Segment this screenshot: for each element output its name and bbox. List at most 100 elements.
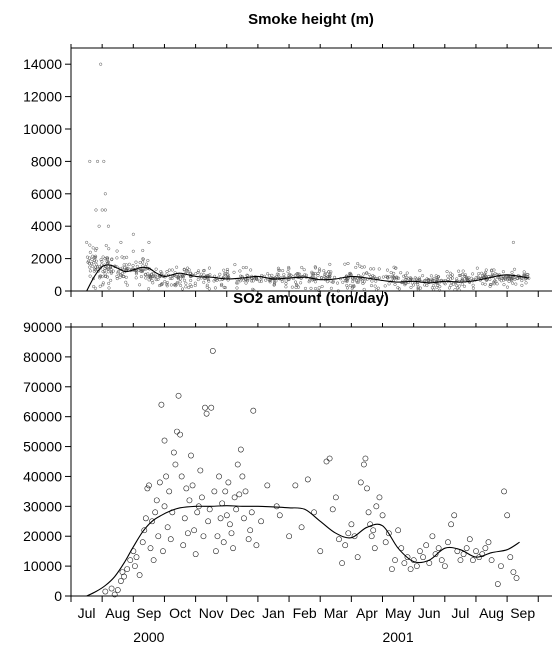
chart-2-data-point xyxy=(209,348,216,354)
chart-2-data-point xyxy=(139,539,146,546)
chart-2-data-point xyxy=(488,557,495,564)
chart-1-data-point xyxy=(143,273,147,277)
chart-1-data-point xyxy=(436,275,441,279)
chart-2-data-point xyxy=(429,533,436,540)
chart-1-data-point xyxy=(124,263,128,267)
chart-1-data-point xyxy=(505,285,510,289)
chart-1-data-point xyxy=(405,275,409,279)
chart-2-data-point xyxy=(216,473,222,480)
chart-2-data-point xyxy=(230,545,236,552)
chart-1-data-point xyxy=(373,284,377,288)
chart-1-data-point xyxy=(511,240,515,244)
chart-1-data-point xyxy=(88,250,92,254)
chart-2-data-point xyxy=(102,588,109,595)
chart-1-data-point xyxy=(335,281,340,285)
chart-1-data-point xyxy=(249,279,254,283)
chart-1-data-point xyxy=(278,268,282,272)
chart-2-y-tick-label: 70000 xyxy=(23,379,62,395)
chart-1-data-point xyxy=(245,273,249,277)
chart-2-data-point xyxy=(258,518,264,525)
chart-1-data-point xyxy=(282,276,286,280)
chart-1-data-point xyxy=(92,269,96,273)
chart-1-data-point xyxy=(426,279,430,283)
chart-2-data-point xyxy=(348,521,355,528)
chart-2-data-point xyxy=(407,566,414,572)
chart-1-data-point xyxy=(361,281,365,286)
chart-2-data-point xyxy=(354,554,361,561)
chart-1-data-point xyxy=(471,283,475,287)
chart-1-data-point xyxy=(165,284,169,288)
chart-1-data-point xyxy=(476,275,480,279)
chart-1-data-point xyxy=(397,287,401,291)
chart-1-data-point xyxy=(425,283,429,288)
chart-1-data-point xyxy=(296,285,301,289)
chart-1-data-point xyxy=(455,277,459,281)
chart-1-data-point xyxy=(115,249,119,253)
chart-2-data-point xyxy=(385,530,392,537)
chart-1-data-point xyxy=(223,272,227,276)
chart-1-data-point xyxy=(304,273,308,277)
chart-1-data-point xyxy=(106,224,111,228)
chart-1-data-point xyxy=(154,267,158,271)
chart-1-data-point xyxy=(165,269,169,274)
chart-1-data-point xyxy=(290,285,294,289)
chart-1-data-point xyxy=(107,281,111,286)
chart-2-data-point xyxy=(108,585,115,592)
chart-1-data-point xyxy=(345,283,349,288)
chart-1-data-point xyxy=(90,264,95,268)
chart-1-data-point xyxy=(272,279,277,283)
chart-1-data-point xyxy=(270,273,274,277)
chart-2-data-point xyxy=(448,521,455,528)
chart-1-data-point xyxy=(101,270,105,274)
chart-2-y-ticks: 0 10000 20000 30000 40000 50000 60000 70000 8000… xyxy=(23,319,71,604)
chart-2-data-point xyxy=(156,479,163,486)
chart-2-x-tick-label: Sep xyxy=(136,605,161,621)
chart-1-data-point xyxy=(105,275,110,279)
chart-1-data-point xyxy=(149,276,153,280)
chart-1-data-point xyxy=(170,277,174,281)
chart-2-data-point xyxy=(371,545,378,552)
chart-1-data-point xyxy=(91,246,95,250)
chart-1-data-point xyxy=(471,286,475,290)
chart-1-data-point xyxy=(93,286,98,290)
chart-1-data-point xyxy=(101,281,105,285)
chart-1-data-point xyxy=(409,277,413,281)
chart-2-x-tick-label: Aug xyxy=(479,605,504,621)
chart-1-data-point xyxy=(457,269,461,273)
chart-2-data-point xyxy=(236,491,243,498)
chart-1-data-point xyxy=(196,269,201,273)
chart-1-data-point xyxy=(447,286,452,290)
chart-1-data-point xyxy=(146,274,150,278)
chart-1-data-point xyxy=(152,271,156,275)
chart-1-data-point xyxy=(189,278,193,283)
chart-1-data-point xyxy=(322,275,326,279)
chart-2-data-point xyxy=(170,449,177,456)
chart-1-data-point xyxy=(239,274,243,278)
chart-1-data-point xyxy=(134,276,138,280)
chart-2-x-tick-label: Jan xyxy=(262,605,285,621)
chart-2-data-point xyxy=(233,506,240,513)
chart-2-data-point xyxy=(186,497,193,504)
chart-1-data-point xyxy=(435,277,439,282)
chart-1-y-tick-label: 8000 xyxy=(31,153,62,169)
chart-1-data-point xyxy=(101,283,105,287)
chart-1-data-point xyxy=(483,273,487,277)
chart-1-data-point xyxy=(416,283,420,287)
chart-2-data-point xyxy=(174,428,180,435)
chart-2-data-point xyxy=(466,536,473,543)
chart-1-data-point xyxy=(140,269,144,273)
chart-1-data-point xyxy=(458,273,463,277)
chart-1-data-point xyxy=(100,208,104,212)
chart-1-data-point xyxy=(481,282,485,286)
chart-2-x-tick-label: Mar xyxy=(324,605,348,621)
chart-1-data-point xyxy=(417,276,422,280)
chart-1-data-point xyxy=(224,272,228,276)
chart-2-data-point xyxy=(368,533,375,540)
chart-2-data-point xyxy=(189,482,196,489)
chart-1-data-point xyxy=(513,277,517,282)
chart-1-data-point xyxy=(223,286,227,290)
chart-2-x-tick-label: Jun xyxy=(418,605,441,621)
chart-1-data-point xyxy=(391,276,395,280)
chart-1-data-point xyxy=(322,269,326,273)
chart-2-data-point xyxy=(501,488,507,495)
